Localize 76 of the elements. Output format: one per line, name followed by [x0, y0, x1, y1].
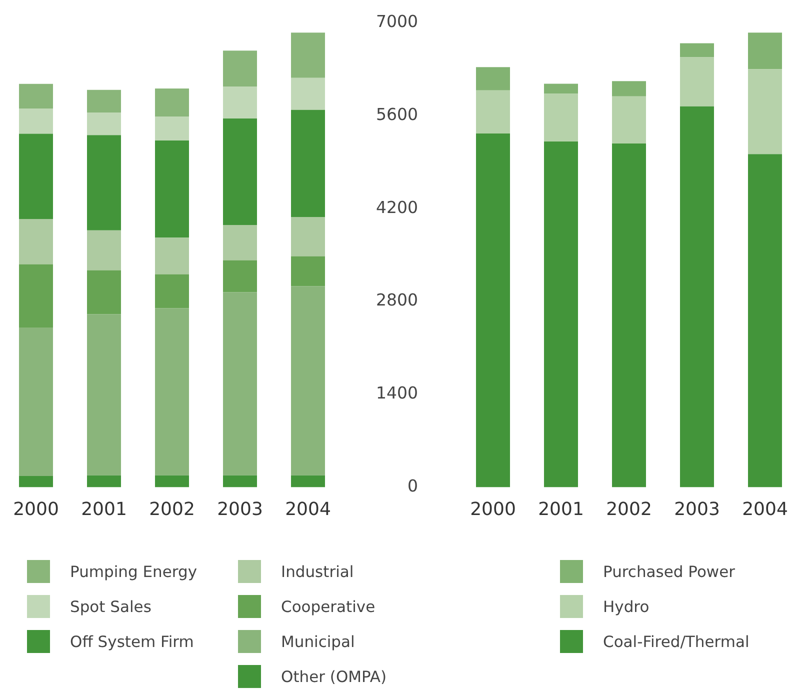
bar [155, 274, 189, 308]
x-tick-label: 2003 [217, 498, 263, 520]
bar [223, 225, 257, 260]
bar [291, 217, 325, 256]
y-tick-label: 1400 [376, 384, 418, 403]
bar [680, 57, 714, 106]
legend-label: Pumping Energy [70, 562, 197, 580]
bar [19, 134, 53, 220]
bar [19, 328, 53, 476]
bar [19, 84, 53, 109]
legend-label: Purchased Power [603, 562, 736, 580]
bar [223, 86, 257, 118]
x-tick-label: 2000 [13, 498, 59, 520]
legend-label: Spot Sales [70, 598, 152, 616]
legend-label: Other (OMPA) [281, 668, 387, 686]
y-tick-label: 5600 [376, 104, 418, 124]
legend-label: Cooperative [281, 598, 376, 616]
bar [87, 135, 121, 230]
bar [155, 238, 189, 274]
bar [291, 78, 325, 110]
bar [87, 270, 121, 314]
bar [291, 32, 325, 78]
x-tick-label: 2002 [149, 498, 195, 520]
bar [612, 81, 646, 96]
bar [87, 90, 121, 113]
bar [476, 67, 510, 90]
legend-label: Off System Firm [70, 632, 194, 650]
bar [291, 475, 325, 488]
bar [612, 143, 646, 488]
legend-label: Industrial [281, 562, 354, 580]
bar [291, 286, 325, 476]
x-tick-label: 2001 [81, 498, 127, 520]
bar [544, 94, 578, 142]
bar [680, 43, 714, 58]
x-tick-label: 2004 [742, 498, 788, 520]
bar [223, 475, 257, 488]
legend-label: Hydro [603, 598, 650, 616]
bar [544, 84, 578, 94]
x-tick-label: 2004 [285, 498, 331, 520]
bar [291, 256, 325, 286]
bar [19, 476, 53, 488]
bar [155, 475, 189, 488]
bar [476, 90, 510, 134]
x-tick-label: 2002 [606, 498, 652, 520]
bar [223, 118, 257, 226]
bar [748, 69, 782, 154]
legend-label: Municipal [281, 632, 355, 650]
bar [748, 154, 782, 488]
bar [155, 308, 189, 476]
bar [19, 264, 53, 328]
bar [87, 475, 121, 488]
y-tick-label: 4200 [376, 198, 418, 217]
bar [748, 32, 782, 70]
legend-label: Coal-Fired/Thermal [603, 632, 750, 650]
bar [223, 260, 257, 292]
y-tick-label: 7000 [376, 12, 418, 31]
x-tick-label: 2000 [470, 498, 516, 520]
bar [476, 134, 510, 488]
bar [87, 112, 121, 136]
bar [223, 292, 257, 476]
bar [680, 106, 714, 488]
y-tick-label: 2800 [376, 290, 418, 310]
bar [223, 50, 257, 87]
y-tick-label: 0 [408, 476, 418, 496]
bar [544, 142, 578, 488]
bar [87, 314, 121, 476]
x-tick-label: 2001 [538, 498, 584, 520]
x-tick-label: 2003 [674, 498, 720, 520]
bar [291, 110, 325, 218]
bar [87, 230, 121, 270]
bar [155, 88, 189, 116]
bar [155, 116, 189, 140]
bar [19, 219, 53, 264]
bar [19, 108, 53, 134]
bar [612, 96, 646, 144]
bar [155, 140, 189, 238]
